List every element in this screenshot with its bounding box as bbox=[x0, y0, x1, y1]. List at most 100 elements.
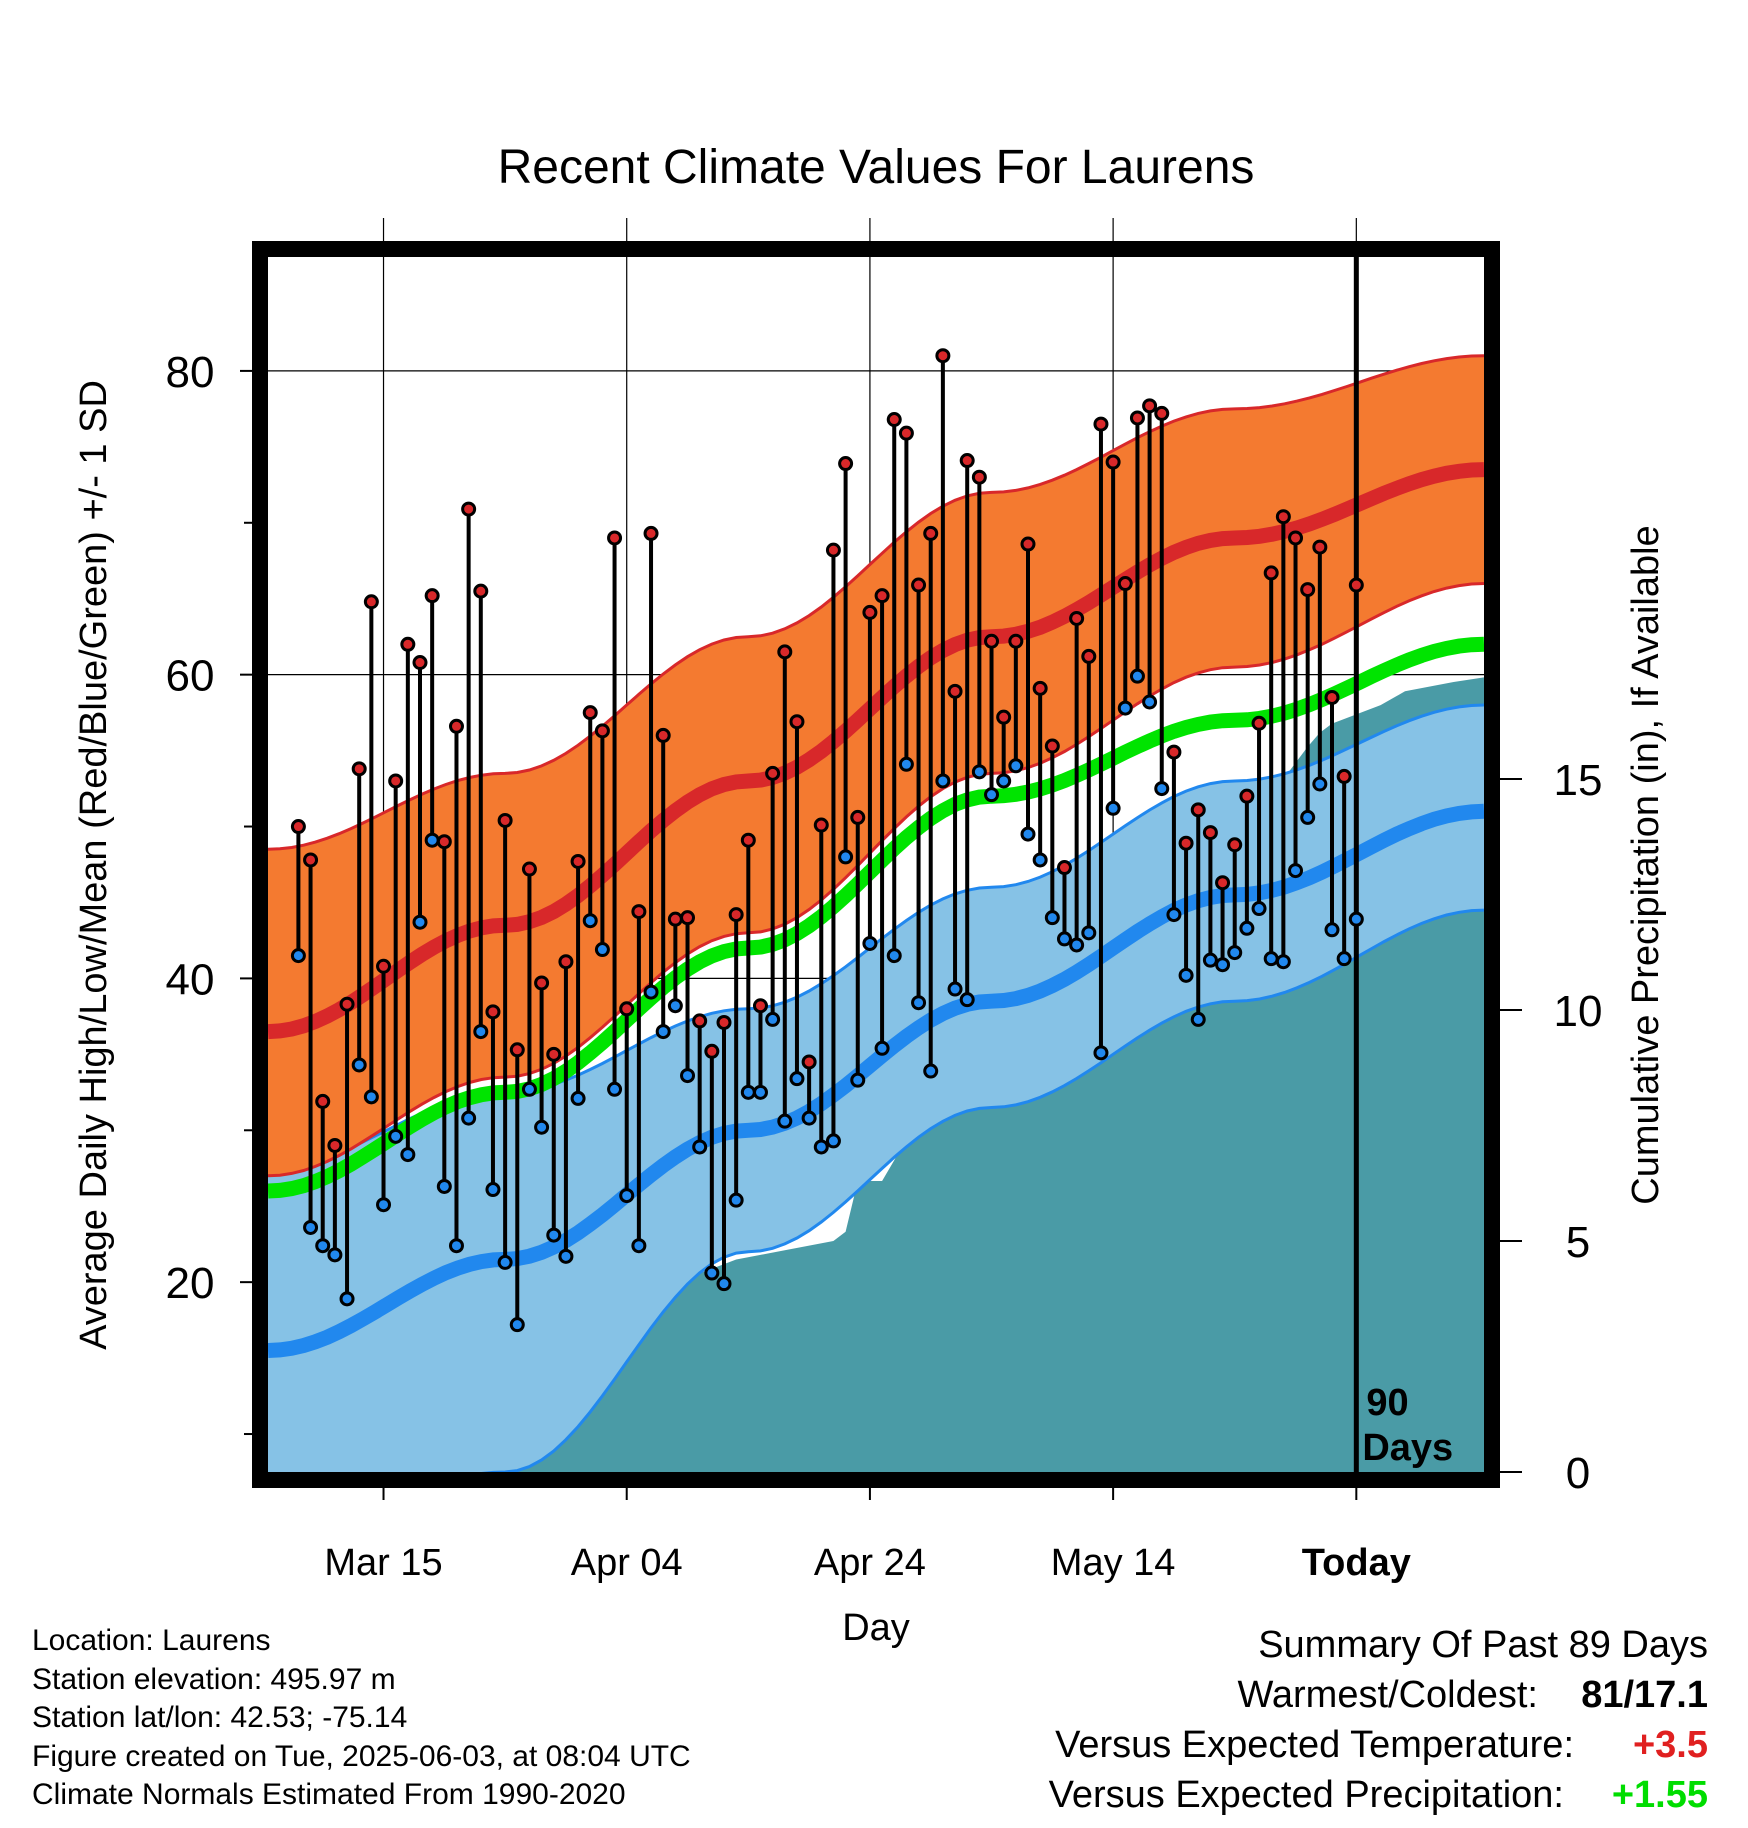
daily-high-point bbox=[947, 683, 963, 699]
daily-high-point bbox=[886, 412, 902, 428]
warm-cold-row: Warmest/Coldest: 81/17.1 bbox=[1049, 1670, 1708, 1720]
low-sd-band-lower-edge bbox=[481, 908, 1484, 1472]
daily-low-point bbox=[752, 1084, 768, 1100]
temp-row: Versus Expected Temperature: +3.5 bbox=[1049, 1720, 1708, 1770]
daily-low-point bbox=[838, 849, 854, 865]
daily-high-point bbox=[303, 852, 319, 868]
daily-low-point bbox=[959, 992, 975, 1008]
daily-low-point bbox=[984, 787, 1000, 803]
chart-title: Recent Climate Values For Laurens bbox=[498, 141, 1255, 194]
daily-low-point bbox=[789, 1071, 805, 1087]
daily-high-point bbox=[594, 723, 610, 739]
daily-low-point bbox=[850, 1072, 866, 1088]
daily-high-point bbox=[1154, 405, 1170, 421]
daily-high-point bbox=[1020, 536, 1036, 552]
daily-high-point bbox=[813, 817, 829, 833]
daily-low-point bbox=[996, 773, 1012, 789]
daily-low-point bbox=[1166, 907, 1182, 923]
daily-low-point bbox=[619, 1188, 635, 1204]
summary-title: Summary Of Past 89 Days bbox=[1258, 1624, 1708, 1666]
daily-high-point bbox=[412, 655, 428, 671]
daily-low-point bbox=[497, 1254, 513, 1270]
daily-low-point bbox=[1093, 1045, 1109, 1061]
daily-low-point bbox=[1117, 700, 1133, 716]
daily-high-point bbox=[1081, 648, 1097, 664]
daily-high-point bbox=[643, 525, 659, 541]
daily-low-point bbox=[1300, 809, 1316, 825]
daily-low-point bbox=[1288, 863, 1304, 879]
daily-high-point bbox=[1142, 398, 1158, 414]
daily-high-point bbox=[1288, 530, 1304, 546]
daily-high-point bbox=[728, 907, 744, 923]
daily-high-point bbox=[1312, 539, 1328, 555]
daily-low-point bbox=[509, 1317, 525, 1333]
daily-low-point bbox=[1215, 957, 1231, 973]
daily-low-point bbox=[874, 1040, 890, 1056]
daily-low-point bbox=[303, 1219, 319, 1235]
low-normal-line bbox=[268, 803, 1484, 1358]
daily-low-point bbox=[1105, 800, 1121, 816]
daily-low-point bbox=[1129, 668, 1145, 684]
daily-low-point bbox=[1081, 925, 1097, 941]
daily-low-point bbox=[1056, 931, 1072, 947]
daily-low-point bbox=[436, 1178, 452, 1194]
plot-area bbox=[268, 354, 1484, 1472]
daily-high-point bbox=[570, 853, 586, 869]
daily-low-point bbox=[1336, 951, 1352, 967]
daily-high-point bbox=[1300, 582, 1316, 598]
daily-low-point bbox=[448, 1238, 464, 1254]
axes: 20 40 60 80 0 5 10 15 Mar 15 Apr 04 Apr 24 May 14 To… bbox=[166, 348, 1603, 1584]
daily-low-point bbox=[412, 914, 428, 930]
daily-low-point bbox=[862, 935, 878, 951]
daily-low-point bbox=[327, 1247, 343, 1263]
daily-high-point bbox=[1275, 509, 1291, 525]
daily-low-point bbox=[607, 1081, 623, 1097]
y2-tick-label: 5 bbox=[1566, 1218, 1590, 1267]
precip-value: +1.55 bbox=[1611, 1774, 1708, 1816]
daily-low-point bbox=[716, 1276, 732, 1292]
daily-high-point bbox=[704, 1043, 720, 1059]
daily-low-point bbox=[1239, 920, 1255, 936]
daily-high-point bbox=[631, 904, 647, 920]
daily-high-point bbox=[339, 996, 355, 1012]
daily-high-point bbox=[497, 812, 513, 828]
daily-low-point bbox=[570, 1090, 586, 1106]
daily-low-point bbox=[1032, 852, 1048, 868]
daily-high-point bbox=[874, 588, 890, 604]
daily-high-point bbox=[1239, 788, 1255, 804]
daily-high-point bbox=[1117, 576, 1133, 592]
daily-low-point bbox=[1263, 951, 1279, 967]
daily-low-point bbox=[351, 1057, 367, 1073]
daily-high-point bbox=[959, 453, 975, 469]
daily-high-point bbox=[315, 1093, 331, 1109]
daily-high-point bbox=[534, 975, 550, 991]
daily-low-point bbox=[801, 1110, 817, 1126]
daily-high-point bbox=[850, 809, 866, 825]
daily-low-point bbox=[643, 984, 659, 1000]
daily-low-point bbox=[1044, 910, 1060, 926]
daily-high-point bbox=[1178, 835, 1194, 851]
daily-low-point bbox=[339, 1291, 355, 1307]
daily-high-point bbox=[351, 761, 367, 777]
daily-high-point bbox=[862, 604, 878, 620]
daily-low-point bbox=[1069, 937, 1085, 953]
daily-high-point bbox=[1336, 768, 1352, 784]
y2-tick-label: 10 bbox=[1554, 987, 1603, 1036]
daily-high-point bbox=[290, 819, 306, 835]
high-sd-band-upper-edge bbox=[268, 354, 1484, 851]
daily-low-point bbox=[971, 764, 987, 780]
daily-low-point bbox=[1154, 781, 1170, 797]
x-axis-label: Day bbox=[842, 1607, 910, 1649]
daily-low-point bbox=[1251, 901, 1267, 917]
daily-low-point bbox=[315, 1238, 331, 1254]
daily-low-point bbox=[594, 942, 610, 958]
daily-high-point bbox=[1069, 610, 1085, 626]
daily-low-point bbox=[485, 1182, 501, 1198]
daily-high-point bbox=[838, 456, 854, 472]
daily-low-point bbox=[631, 1238, 647, 1254]
daily-high-point bbox=[1044, 738, 1060, 754]
daily-low-point bbox=[1312, 776, 1328, 792]
today-days-label: Days bbox=[1362, 1427, 1453, 1469]
daily-high-point bbox=[1093, 416, 1109, 432]
x-tick-label: Apr 04 bbox=[571, 1542, 683, 1584]
